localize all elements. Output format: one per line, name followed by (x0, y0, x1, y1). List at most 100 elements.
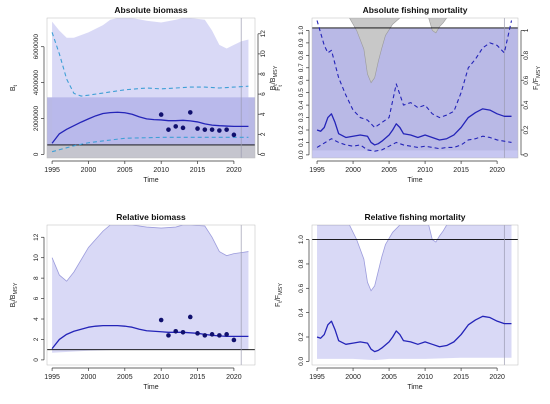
data-point (224, 127, 229, 132)
data-point (217, 333, 222, 338)
y2-axis-title: Ft /FMSY (533, 66, 542, 90)
series-upper-dashed (51, 32, 249, 97)
y-axis-title: Bt /BMSY (10, 282, 19, 307)
series-lower-dashed (316, 135, 512, 152)
y-axis-title: Ft /FMSY (275, 283, 284, 307)
plot-frame (311, 17, 519, 159)
y-tick-label: 2 (33, 337, 40, 341)
y-axis-title: Bt (10, 84, 19, 91)
y2-tick-label: 1 (523, 28, 530, 32)
x-tick-label: 1995 (309, 374, 325, 381)
panel-absolute-biomass: 1995 2000 2005 2010 2015 2020Time020000004000… (10, 5, 279, 184)
ci-area (317, 225, 512, 361)
panel-absolute-fishing-mortality: 1995 2000 2005 2010 2015 2020 Time 0.0 0.1 0.2 0.3… (275, 5, 542, 184)
x-tick-label: 2020 (489, 374, 505, 381)
data-point (209, 127, 215, 132)
x-tick-label: 2000 (81, 374, 97, 381)
y-tick-label: 0.7 (298, 63, 305, 72)
x-axis: 1995 2000 2005 2010 2015 2020 Time (44, 160, 242, 184)
y2-tick-label: 0 (523, 153, 530, 157)
x-axis-title: Time (143, 177, 158, 184)
y2-tick-label: 0.2 (523, 125, 530, 134)
series-upper-dashed (316, 20, 513, 129)
data-point (224, 332, 229, 337)
data-point (173, 328, 179, 334)
plot-frame (311, 224, 519, 366)
x-tick-label: 2000 (81, 167, 97, 174)
ci-area (52, 225, 249, 353)
x-axis: 1995 2000 2005 2010 2015 2020 Time (309, 160, 505, 184)
data-point (202, 127, 208, 132)
y-tick-label: 4 (33, 317, 40, 321)
grey-ci-area-1 (428, 18, 448, 34)
data-point (173, 124, 179, 129)
x-tick-label: 2005 (117, 374, 133, 381)
y-tick-label: 1.0 (298, 26, 305, 35)
x-tick-label: 2015 (190, 374, 206, 381)
y-tick-label: 0.8 (298, 50, 305, 59)
y-axis-title: Ft (275, 85, 284, 91)
y-axis: 0 2 4 6 8 10 12 Bt /BMSY (10, 233, 45, 362)
y-tick-label: 0.3 (298, 113, 305, 122)
y-axis: 0.0 0.2 0.4 0.6 0.8 1.0 Ft /FMSY (275, 235, 310, 366)
x-tick-label: 2005 (381, 374, 397, 381)
panel-relative-fishing-mortality: 1995 2000 2005 2010 2015 2020 Time 0.0 0.2 0.4 0.6… (275, 212, 519, 391)
data-point (158, 317, 164, 323)
plot-frame (46, 224, 256, 366)
y-tick-label: 0.2 (298, 125, 305, 134)
plot-area (47, 225, 255, 365)
y2-axis: 0 2 4 6 8 10 12 Bt /BMSY (257, 30, 279, 156)
data-point (187, 110, 193, 115)
y-tick-label: 6000000 (33, 34, 40, 60)
ci-area (52, 18, 249, 148)
data-point (166, 333, 171, 338)
y2-tick-label: 12 (260, 30, 267, 38)
y-tick-label: 0 (33, 358, 40, 362)
y2-tick-label: 0.8 (523, 50, 530, 59)
series-estimate (316, 315, 512, 353)
y-tick-label: 0.6 (298, 75, 305, 84)
lower-band (312, 150, 518, 158)
plot-frame (46, 17, 256, 159)
x-tick-label: 2010 (417, 374, 433, 381)
y-tick-label: 0.5 (298, 88, 305, 97)
y-tick-label: 0.0 (298, 150, 305, 159)
y2-tick-label: 2 (260, 132, 267, 136)
x-tick-label: 2010 (417, 167, 433, 174)
x-tick-label: 2015 (453, 167, 469, 174)
x-tick-label: 2020 (489, 167, 505, 174)
y-tick-label: 0.6 (298, 283, 305, 292)
x-tick-label: 2010 (153, 374, 169, 381)
x-axis: 1995 2000 2005 2010 2015 2020 Time (309, 367, 505, 391)
y-tick-label: 0.2 (298, 332, 305, 341)
panel-relative-biomass: 1995 2000 2005 2010 2015 2020 Time 0 2 4 6 8 10 12 Bt … (10, 212, 256, 391)
data-point (180, 125, 186, 131)
y2-tick-label: 0.4 (523, 100, 530, 109)
y-axis: 0 2000000 4000000 6000000 Bt (10, 34, 45, 156)
y-tick-label: 0 (33, 152, 40, 156)
y2-tick-label: 4 (260, 112, 267, 116)
x-tick-label: 1995 (309, 167, 325, 174)
x-tick-label: 2005 (381, 167, 397, 174)
y2-tick-label: 10 (260, 50, 267, 58)
x-tick-label: 2010 (153, 167, 169, 174)
x-tick-label: 1995 (44, 167, 60, 174)
x-axis-title: Time (407, 177, 422, 184)
y2-axis-title: Bt /BMSY (270, 65, 279, 90)
chart-title: Absolute biomass (114, 5, 187, 15)
y2-axis: 0 0.2 0.4 0.6 0.8 1 Ft /FMSY (520, 28, 542, 157)
plot-area (312, 225, 518, 365)
grey-ci-area-0 (349, 18, 401, 84)
chart-title: Relative biomass (116, 212, 186, 222)
series-lower-dashed (51, 136, 249, 153)
plot-area (47, 18, 255, 158)
y-tick-label: 0.8 (298, 259, 305, 268)
data-point (231, 132, 237, 138)
y-tick-label: 0.1 (298, 138, 305, 147)
y-tick-label: 0.9 (298, 38, 305, 47)
y-tick-label: 1.0 (298, 235, 305, 244)
data-point (166, 127, 171, 132)
x-tick-label: 2000 (345, 374, 361, 381)
x-tick-label: 2015 (190, 167, 206, 174)
